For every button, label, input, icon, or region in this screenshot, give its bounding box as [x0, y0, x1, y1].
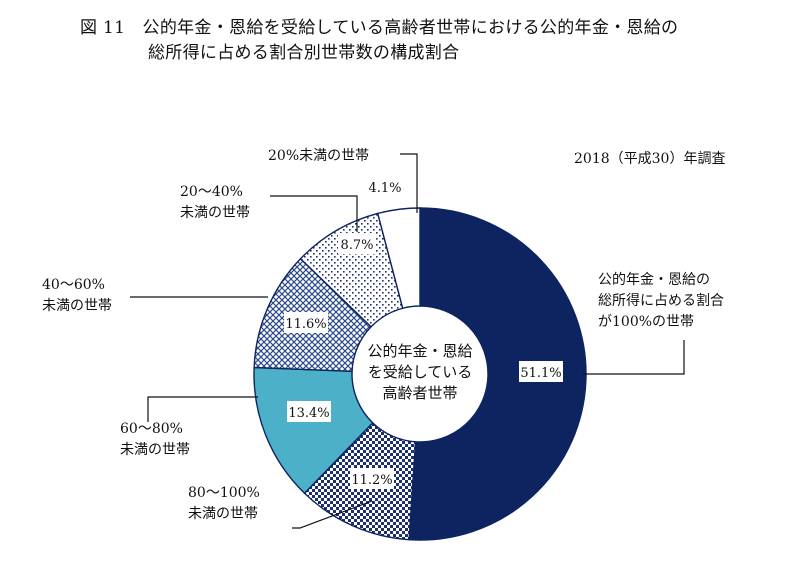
center-text-line-3: 高齢者世帯	[382, 384, 457, 402]
value-label-box-5	[338, 233, 376, 254]
donut-slice-1	[408, 207, 587, 541]
donut-slice-3	[253, 366, 374, 495]
slice-label-5-line-1: 20〜40%	[180, 184, 243, 200]
slice-label-5-line-2: 未満の世帯	[180, 205, 250, 221]
leader-line-1	[583, 340, 685, 375]
slice-label-4-line-2: 未満の世帯	[42, 298, 112, 314]
survey-note: 2018（平成30）年調査	[574, 151, 726, 167]
slice-label-2-line-2: 未満の世帯	[188, 506, 258, 522]
slice-label-3-line-1: 60〜80%	[120, 421, 183, 437]
slice-label-1-line-1: 公的年金・恩給の	[598, 272, 710, 288]
slice-label-1-line-2: 総所得に占める割合	[598, 292, 724, 309]
value-label-4: 11.6%	[285, 317, 326, 332]
value-label-6: 4.1%	[368, 181, 401, 196]
slice-label-6-line-1: 20%未満の世帯	[268, 148, 369, 164]
center-text-line-1: 公的年金・恩給	[367, 342, 472, 360]
slice-label-4-line-1: 40〜60%	[42, 277, 105, 293]
chart-title-line-2: 総所得に占める割合別世帯数の構成割合	[148, 43, 460, 63]
value-label-5: 8.7%	[340, 238, 373, 253]
value-label-box-6	[366, 176, 404, 197]
donut-slice-6	[376, 207, 421, 310]
value-label-box-4	[284, 312, 328, 333]
leader-line-3	[147, 396, 258, 422]
leader-line-2	[292, 500, 373, 529]
chart-title: 図 11 公的年金・恩給を受給している高齢者世帯における公的年金・恩給の 総所得…	[80, 16, 678, 66]
value-label-3: 13.4%	[288, 406, 329, 421]
slice-label-3-line-2: 未満の世帯	[120, 442, 190, 458]
chart-title-line-1: 図 11 公的年金・恩給を受給している高齢者世帯における公的年金・恩給の	[80, 18, 679, 38]
leader-line-6	[400, 153, 418, 213]
value-label-box-3	[287, 401, 331, 422]
value-label-box-1	[519, 361, 563, 382]
leader-line-5	[270, 195, 358, 232]
center-text-line-2: を受給している	[368, 363, 473, 381]
value-label-1: 51.1%	[520, 366, 561, 381]
slice-label-1-line-3: が100%の世帯	[598, 314, 694, 330]
value-label-box-2	[350, 468, 394, 489]
value-label-2: 11.2%	[351, 473, 392, 488]
slice-label-2-line-1: 80〜100%	[188, 485, 260, 501]
